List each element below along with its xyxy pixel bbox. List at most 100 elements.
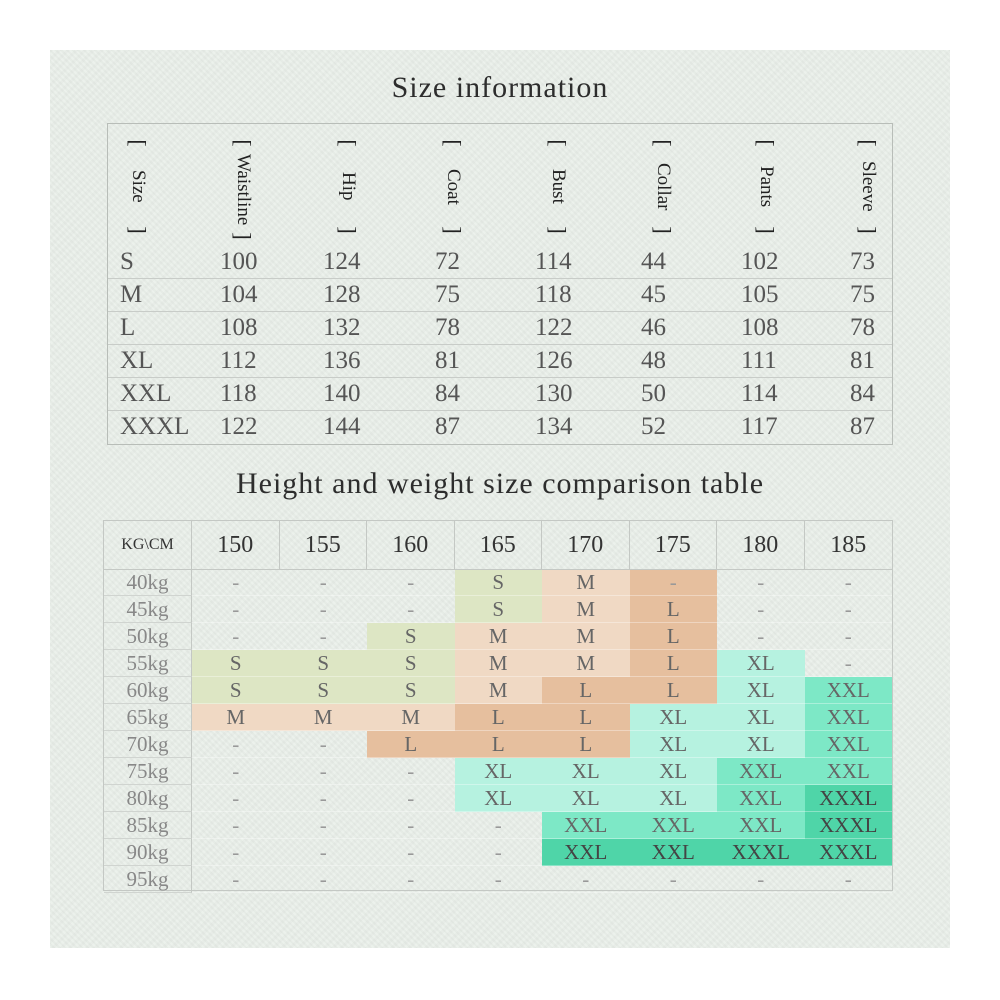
size-cell: XXL [120, 380, 172, 407]
size-recommendation-cell: M [542, 623, 630, 650]
size-cell: 108 [220, 314, 258, 341]
size-recommendation-cell: - [192, 758, 280, 785]
size-cell: 48 [641, 347, 666, 374]
size-recommendation-cell: XL [629, 785, 717, 812]
size-recommendation-cell: XL [717, 677, 805, 704]
size-header-label: Bust [548, 169, 569, 204]
weight-label: 90kg [104, 839, 192, 866]
size-recommendation-cell: XL [542, 785, 630, 812]
size-recommendation-cell: - [279, 758, 367, 785]
size-recommendation-cell: - [279, 623, 367, 650]
size-recommendation-cell: - [629, 569, 717, 596]
size-cell: 114 [535, 248, 572, 275]
size-header-label: Coat [443, 168, 464, 205]
size-cell: 75 [435, 281, 460, 308]
bracket-open: [ [855, 139, 881, 147]
size-recommendation-cell: - [279, 569, 367, 596]
size-row: M 104 128 75 118 45 105 75 [108, 278, 892, 312]
weight-label: 50kg [104, 623, 192, 650]
corner-label: KG\CM [104, 521, 192, 569]
size-recommendation-cell: - [367, 812, 455, 839]
size-cell: 105 [741, 281, 779, 308]
size-cell: 87 [435, 413, 460, 440]
size-recommendation-cell: - [542, 866, 630, 893]
size-recommendation-cell: M [542, 569, 630, 596]
size-recommendation-cell: M [454, 623, 542, 650]
background-panel [50, 50, 950, 948]
size-cell: 46 [641, 314, 666, 341]
size-recommendation-cell: S [192, 677, 280, 704]
size-cell: 52 [641, 413, 666, 440]
height-header: 150 [192, 521, 280, 569]
size-recommendation-cell: - [717, 596, 805, 623]
size-recommendation-cell: L [542, 677, 630, 704]
bracket-close: ] [753, 226, 779, 234]
size-recommendation-cell: M [279, 704, 367, 731]
size-recommendation-cell: - [192, 839, 280, 866]
size-cell: 124 [323, 248, 361, 275]
size-recommendation-cell: - [367, 596, 455, 623]
weight-label: 80kg [104, 785, 192, 812]
size-recommendation-cell: M [542, 650, 630, 677]
size-recommendation-cell: XXXL [804, 839, 892, 866]
bracket-close: ] [855, 226, 881, 234]
size-recommendation-cell: XXXL [804, 785, 892, 812]
weight-label: 55kg [104, 650, 192, 677]
size-cell: 84 [435, 380, 460, 407]
size-recommendation-cell: - [367, 839, 455, 866]
size-recommendation-cell: S [279, 677, 367, 704]
size-recommendation-cell: - [804, 596, 892, 623]
size-recommendation-cell: - [192, 866, 280, 893]
weight-label: 60kg [104, 677, 192, 704]
height-header: 160 [367, 521, 455, 569]
size-cell: 104 [220, 281, 258, 308]
size-recommendation-cell: XXL [717, 758, 805, 785]
bracket-open: [ [440, 139, 466, 147]
weight-label: 85kg [104, 812, 192, 839]
size-header-pants: [Pants] [746, 124, 786, 249]
size-header-label: Size [128, 170, 149, 203]
size-recommendation-cell: - [717, 866, 805, 893]
size-row: S 100 124 72 114 44 102 73 [108, 245, 892, 279]
size-recommendation-cell: - [192, 569, 280, 596]
bracket-open: [ [125, 139, 151, 147]
size-recommendation-cell: L [454, 731, 542, 758]
size-recommendation-cell: - [279, 596, 367, 623]
size-cell: L [120, 314, 136, 341]
height-header: 175 [630, 521, 717, 569]
size-recommendation-cell: - [279, 866, 367, 893]
size-recommendation-cell: XXL [804, 758, 892, 785]
size-recommendation-cell: XL [542, 758, 630, 785]
size-recommendation-cell: S [454, 596, 542, 623]
size-header-bust: [Bust] [538, 124, 578, 249]
size-cell: M [120, 281, 143, 308]
size-header-label: Sleeve [858, 161, 879, 212]
size-recommendation-cell: - [192, 812, 280, 839]
size-cell: XXXL [120, 413, 190, 440]
size-recommendation-cell: L [454, 704, 542, 731]
size-cell: 144 [323, 413, 361, 440]
size-recommendation-cell: - [192, 785, 280, 812]
size-recommendation-cell: XXL [717, 812, 805, 839]
size-cell: 140 [323, 380, 361, 407]
bracket-open: [ [335, 139, 361, 147]
size-cell: 75 [850, 281, 875, 308]
size-row: XL 112 136 81 126 48 111 81 [108, 344, 892, 378]
size-recommendation-cell: XXL [804, 704, 892, 731]
size-cell: 128 [323, 281, 361, 308]
size-recommendation-cell: S [192, 650, 280, 677]
size-recommendation-cell: L [542, 704, 630, 731]
size-recommendation-cell: L [367, 731, 455, 758]
size-header-label: Collar [653, 162, 674, 211]
size-recommendation-cell: - [717, 623, 805, 650]
bracket-close: ] [650, 226, 676, 234]
size-cell: 114 [741, 380, 778, 407]
size-recommendation-cell: L [629, 623, 717, 650]
size-recommendation-cell: - [279, 812, 367, 839]
weight-label: 65kg [104, 704, 192, 731]
header-divider [104, 569, 892, 570]
size-recommendation-cell: S [454, 569, 542, 596]
size-cell: 84 [850, 380, 875, 407]
size-recommendation-cell: - [367, 569, 455, 596]
size-cell: 134 [535, 413, 573, 440]
